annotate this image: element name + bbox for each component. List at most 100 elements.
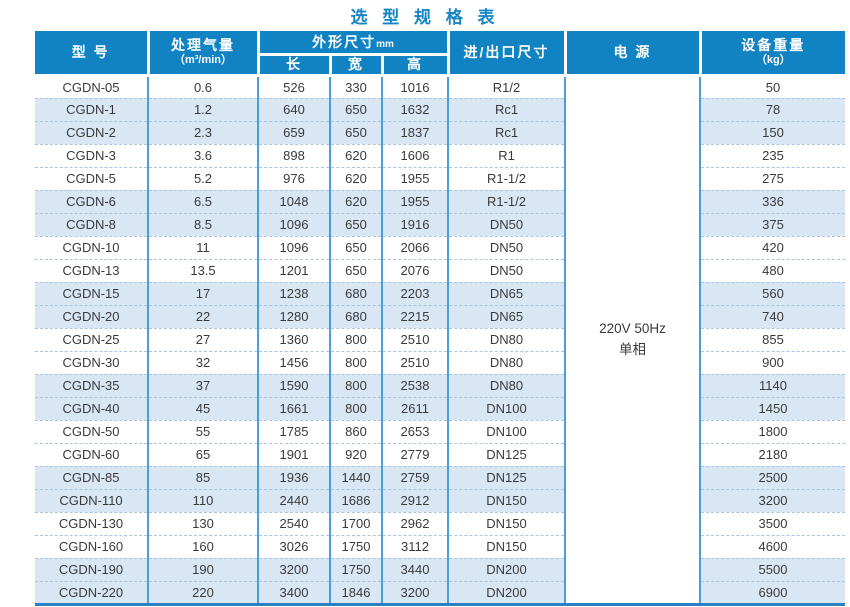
cell-model: CGDN-8 xyxy=(35,213,149,237)
table-body: CGDN-05 0.6 526 330 1016 R1/2 220V 50Hz 单相 50 CGD… xyxy=(35,75,845,604)
col-header-dimensions-unit: mm xyxy=(376,38,394,50)
cell-inlet: DN50 xyxy=(448,213,566,237)
cell-model: CGDN-30 xyxy=(35,351,149,375)
cell-length: 640 xyxy=(258,98,331,122)
col-header-weight: 设备重量 （kg） xyxy=(698,31,845,77)
table-row: CGDN-1 1.2 640 650 1632 Rc1 78 xyxy=(35,98,845,122)
cell-capacity: 6.5 xyxy=(148,190,259,214)
cell-weight: 78 xyxy=(700,98,845,122)
cell-capacity: 8.5 xyxy=(148,213,259,237)
cell-weight: 740 xyxy=(700,305,845,329)
cell-model: CGDN-15 xyxy=(35,282,149,306)
cell-inlet: DN150 xyxy=(448,512,566,536)
col-header-model: 型 号 xyxy=(35,31,148,77)
cell-height: 1955 xyxy=(382,167,449,191)
cell-weight: 480 xyxy=(700,259,845,283)
cell-weight: 4600 xyxy=(700,535,845,559)
cell-length: 1661 xyxy=(258,397,331,421)
cell-height: 1916 xyxy=(382,213,449,237)
cell-inlet: Rc1 xyxy=(448,121,566,145)
cell-inlet: DN200 xyxy=(448,558,566,582)
cell-model: CGDN-110 xyxy=(35,489,149,513)
cell-inlet: DN100 xyxy=(448,420,566,444)
cell-length: 976 xyxy=(258,167,331,191)
cell-model: CGDN-5 xyxy=(35,167,149,191)
cell-weight: 5500 xyxy=(700,558,845,582)
cell-capacity: 3.6 xyxy=(148,144,259,168)
page-title: 选 型 规 格 表 xyxy=(350,8,500,27)
cell-width: 620 xyxy=(330,144,383,168)
cell-height: 2611 xyxy=(382,397,449,421)
col-header-capacity-label: 处理气量 xyxy=(171,37,235,54)
table-row: CGDN-15 17 1238 680 2203 DN65 560 xyxy=(35,282,845,306)
cell-weight: 855 xyxy=(700,328,845,352)
cell-inlet: DN80 xyxy=(448,328,566,352)
cell-model: CGDN-130 xyxy=(35,512,149,536)
col-header-capacity: 处理气量 （m³/min） xyxy=(146,31,258,77)
table-row: CGDN-60 65 1901 920 2779 DN125 2180 xyxy=(35,443,845,467)
cell-length: 1785 xyxy=(258,420,331,444)
cell-inlet: R1-1/2 xyxy=(448,167,566,191)
cell-capacity: 110 xyxy=(148,489,259,513)
cell-width: 1440 xyxy=(330,466,383,490)
cell-length: 1096 xyxy=(258,236,331,260)
cell-width: 620 xyxy=(330,167,383,191)
cell-model: CGDN-50 xyxy=(35,420,149,444)
cell-capacity: 85 xyxy=(148,466,259,490)
cell-length: 1280 xyxy=(258,305,331,329)
cell-inlet: DN65 xyxy=(448,282,566,306)
cell-weight: 1450 xyxy=(700,397,845,421)
cell-inlet: DN150 xyxy=(448,535,566,559)
cell-height: 2962 xyxy=(382,512,449,536)
table-row: CGDN-220 220 3400 1846 3200 DN200 6900 xyxy=(35,581,845,604)
cell-weight: 336 xyxy=(700,190,845,214)
table-row: CGDN-85 85 1936 1440 2759 DN125 2500 xyxy=(35,466,845,490)
cell-model: CGDN-13 xyxy=(35,259,149,283)
cell-power-merged: 220V 50Hz 单相 xyxy=(565,75,701,604)
power-value-line2: 单相 xyxy=(619,341,646,357)
table-row: CGDN-8 8.5 1096 650 1916 DN50 375 xyxy=(35,213,845,237)
cell-capacity: 190 xyxy=(148,558,259,582)
cell-weight: 560 xyxy=(700,282,845,306)
cell-model: CGDN-60 xyxy=(35,443,149,467)
cell-inlet: DN125 xyxy=(448,466,566,490)
cell-width: 800 xyxy=(330,374,383,398)
cell-model: CGDN-220 xyxy=(35,581,149,604)
col-header-power: 电 源 xyxy=(563,31,700,77)
cell-model: CGDN-85 xyxy=(35,466,149,490)
cell-length: 1238 xyxy=(258,282,331,306)
table-row: CGDN-30 32 1456 800 2510 DN80 900 xyxy=(35,351,845,375)
table-row: CGDN-5 5.2 976 620 1955 R1-1/2 275 xyxy=(35,167,845,191)
cell-weight: 6900 xyxy=(700,581,845,604)
cell-width: 620 xyxy=(330,190,383,214)
cell-capacity: 2.3 xyxy=(148,121,259,145)
cell-length: 1201 xyxy=(258,259,331,283)
cell-model: CGDN-05 xyxy=(35,75,149,99)
cell-capacity: 13.5 xyxy=(148,259,259,283)
cell-height: 1955 xyxy=(382,190,449,214)
cell-length: 898 xyxy=(258,144,331,168)
cell-capacity: 1.2 xyxy=(148,98,259,122)
cell-model: CGDN-3 xyxy=(35,144,149,168)
col-header-width: 宽 xyxy=(328,54,382,77)
cell-capacity: 160 xyxy=(148,535,259,559)
cell-weight: 900 xyxy=(700,351,845,375)
cell-length: 1456 xyxy=(258,351,331,375)
cell-capacity: 37 xyxy=(148,374,259,398)
cell-weight: 1140 xyxy=(700,374,845,398)
table-row: CGDN-35 37 1590 800 2538 DN80 1140 xyxy=(35,374,845,398)
cell-height: 2912 xyxy=(382,489,449,513)
cell-height: 2510 xyxy=(382,351,449,375)
col-header-dimensions-label: 外形尺寸 xyxy=(312,33,377,50)
cell-inlet: Rc1 xyxy=(448,98,566,122)
cell-width: 330 xyxy=(330,75,383,99)
table-row: CGDN-40 45 1661 800 2611 DN100 1450 xyxy=(35,397,845,421)
cell-width: 680 xyxy=(330,305,383,329)
cell-weight: 1800 xyxy=(700,420,845,444)
cell-capacity: 27 xyxy=(148,328,259,352)
cell-width: 1750 xyxy=(330,558,383,582)
cell-weight: 275 xyxy=(700,167,845,191)
cell-model: CGDN-25 xyxy=(35,328,149,352)
cell-length: 1360 xyxy=(258,328,331,352)
